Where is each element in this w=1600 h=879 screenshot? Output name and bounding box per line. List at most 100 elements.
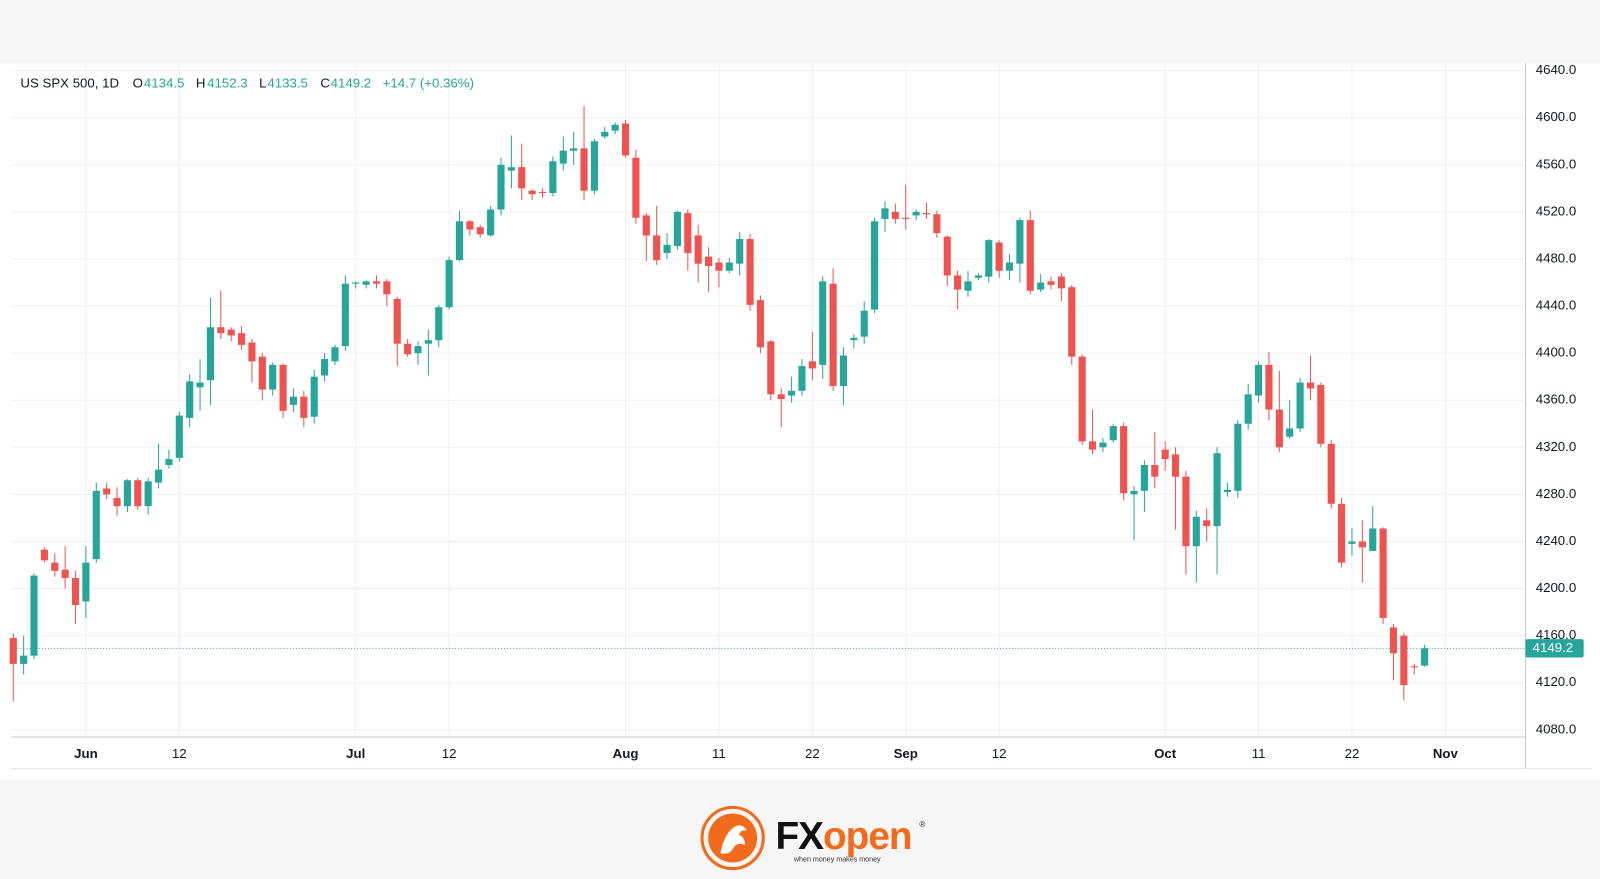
candle-body <box>850 337 858 341</box>
candle-body <box>528 190 536 195</box>
candles <box>9 105 1526 702</box>
ohlc-value: 4133.5 <box>267 75 308 90</box>
candle-body <box>1068 287 1076 357</box>
candle-body <box>974 275 982 278</box>
ohlc-value: 4134.5 <box>144 75 185 90</box>
candle-body <box>20 655 28 664</box>
candle-body <box>206 327 215 381</box>
candle-body <box>767 341 775 395</box>
candle-body <box>1369 528 1377 551</box>
candle-body <box>954 275 962 290</box>
candle-body <box>1026 220 1034 291</box>
y-tick-label: 4200.0 <box>1536 580 1577 595</box>
candle-body <box>1358 541 1366 548</box>
y-tick-label: 4400.0 <box>1536 345 1577 360</box>
candle-body <box>736 238 744 264</box>
candle-body <box>424 340 432 344</box>
candle-body <box>1296 382 1304 429</box>
logo-mark: ® <box>919 820 925 829</box>
candle-body <box>746 238 754 305</box>
candle-body <box>1244 394 1252 424</box>
candle-body <box>9 637 17 664</box>
candle-body <box>507 167 515 171</box>
ohlc-letter: L <box>259 75 266 90</box>
axis-labels: 4080.0 4120.0 4160.0 4200.0 4240.0 4280.0 4320… <box>74 62 1584 761</box>
x-tick-label: Aug <box>613 746 639 761</box>
last-price-label: 4149.2 <box>1533 640 1574 655</box>
candle-body <box>30 575 38 656</box>
candle-body <box>839 355 848 387</box>
candle-body <box>1109 426 1117 441</box>
candle-body <box>393 298 401 344</box>
ohlc-letter: H <box>196 75 206 90</box>
candle-body <box>881 208 889 219</box>
x-tick-label: Jul <box>346 746 365 761</box>
y-tick-label: 4280.0 <box>1536 486 1577 501</box>
candle-body <box>995 242 1003 271</box>
candle-body <box>922 213 931 215</box>
candle-body <box>1140 464 1148 491</box>
candle-body <box>310 376 318 417</box>
y-tick-label: 4120.0 <box>1536 674 1577 689</box>
ohlc-letter: C <box>320 75 330 90</box>
candle-body <box>269 364 277 390</box>
candle-body <box>725 262 733 271</box>
candle-body <box>653 235 661 261</box>
y-tick-label: 4360.0 <box>1536 392 1577 407</box>
candle-body <box>154 469 163 483</box>
y-tick-label: 4240.0 <box>1536 533 1577 548</box>
y-tick-label: 4480.0 <box>1536 250 1577 265</box>
candle-body <box>258 356 266 390</box>
candle-body <box>217 327 225 334</box>
candle-body <box>1037 282 1045 290</box>
candle-body <box>123 480 131 507</box>
candle-body <box>943 236 951 276</box>
candle-body <box>51 562 59 571</box>
candle-body <box>497 164 505 210</box>
logo-brand-open: open <box>823 815 912 858</box>
candle-body <box>341 283 349 347</box>
candle-body <box>1275 409 1283 448</box>
logo-text: FXopen <box>776 815 912 858</box>
candle-body <box>871 221 879 310</box>
x-tick-label: 12 <box>442 746 457 761</box>
chart-background <box>0 63 1600 780</box>
y-tick-label: 4440.0 <box>1536 298 1577 313</box>
candle-body <box>40 549 48 561</box>
candle-body <box>383 281 391 295</box>
candle-body <box>321 359 329 376</box>
x-tick-label: Oct <box>1154 746 1177 761</box>
candle-body <box>756 300 765 348</box>
candle-body <box>1047 281 1055 285</box>
candle-body <box>1213 453 1221 527</box>
candle-body <box>891 211 899 219</box>
candle-body <box>1182 476 1190 547</box>
candle-body <box>196 382 204 388</box>
candle-body <box>715 262 723 271</box>
candle-body <box>1161 449 1169 460</box>
candle-body <box>777 394 785 400</box>
candle-body <box>1130 490 1138 495</box>
candle-body <box>912 211 920 216</box>
candle-body <box>134 480 142 507</box>
x-tick-label: 11 <box>712 746 726 761</box>
candle-body <box>279 364 287 411</box>
y-tick-label: 4080.0 <box>1536 721 1577 736</box>
candle-body <box>694 235 702 264</box>
candle-body <box>362 281 370 285</box>
ohlc-letter: O <box>133 75 143 90</box>
y-tick-label: 4160.0 <box>1536 627 1577 642</box>
candle-body <box>1192 516 1200 547</box>
candle-body <box>1005 262 1014 271</box>
candle-body <box>300 396 308 418</box>
candle-body <box>1151 464 1159 477</box>
x-tick-label: Sep <box>894 746 918 761</box>
logo-brand-fx: FX <box>776 815 825 858</box>
candle-body <box>61 569 69 578</box>
candle-body <box>1255 364 1263 396</box>
logo-ring <box>700 805 765 871</box>
candle-body <box>82 562 90 602</box>
candle-body <box>1400 635 1408 686</box>
y-tick-label: 4600.0 <box>1536 109 1577 124</box>
